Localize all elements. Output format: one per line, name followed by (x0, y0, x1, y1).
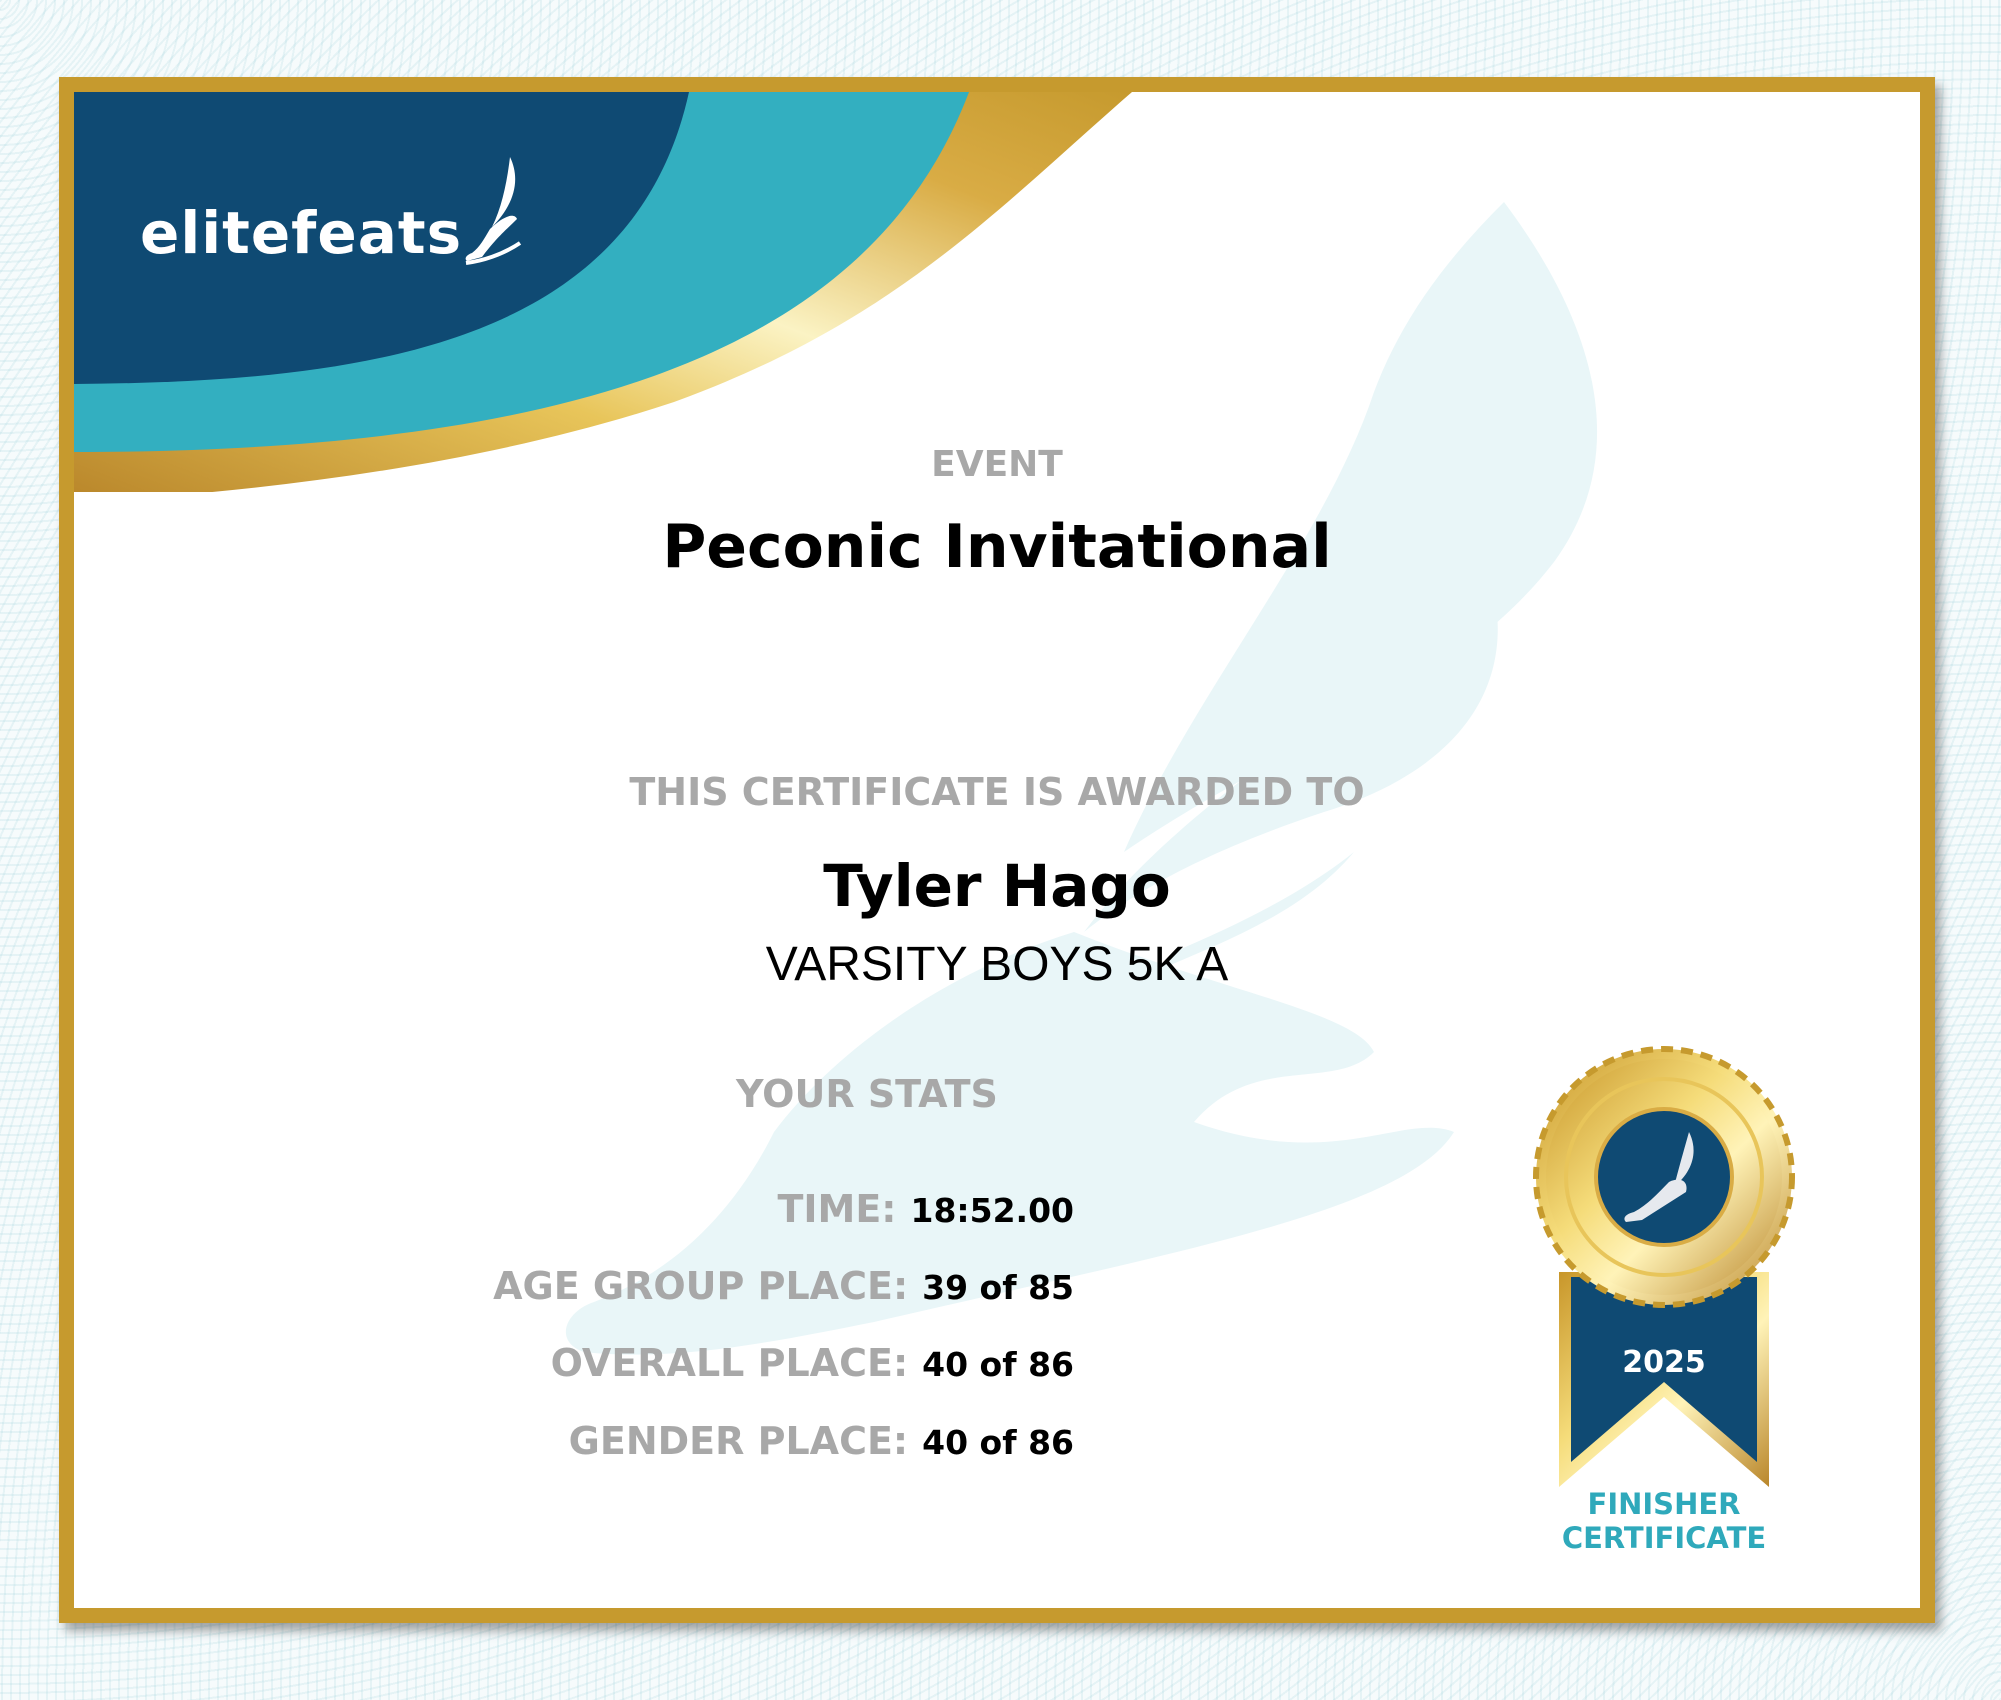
stats-heading: YOUR STATS (736, 1072, 998, 1116)
stat-value: 39 of 85 (922, 1268, 1074, 1307)
stat-label: GENDER PLACE: (568, 1419, 909, 1463)
badge-line2: CERTIFICATE (1561, 1521, 1767, 1555)
header-wave-graphic (74, 92, 1132, 492)
stat-row-overall-place: OVERALL PLACE: 40 of 86 (74, 1341, 1074, 1385)
finisher-certificate-label: FINISHER CERTIFICATE (1514, 1487, 1814, 1555)
stat-value: 40 of 86 (922, 1423, 1074, 1462)
certificate-frame: elitefeats EVENT Peconic Invitational TH… (59, 77, 1935, 1623)
badge-year: 2025 (1622, 1345, 1706, 1380)
stat-label: TIME: (777, 1187, 897, 1231)
badge-line1: FINISHER (1587, 1487, 1741, 1521)
division-name: VARSITY BOYS 5K A (765, 938, 1229, 991)
winged-foot-icon (1624, 1132, 1694, 1222)
finisher-medal-badge: 2025 (1533, 1046, 1795, 1487)
stat-value: 18:52.00 (910, 1191, 1074, 1230)
stat-row-time: TIME: 18:52.00 (74, 1187, 1074, 1231)
event-label: EVENT (931, 444, 1063, 485)
stat-label: AGE GROUP PLACE: (493, 1264, 909, 1308)
logo-text: elitefeats (140, 199, 463, 267)
stat-value: 40 of 86 (922, 1345, 1074, 1384)
event-title: Peconic Invitational (662, 512, 1332, 582)
stat-row-age-group-place: AGE GROUP PLACE: 39 of 85 (74, 1264, 1074, 1308)
stat-row-gender-place: GENDER PLACE: 40 of 86 (74, 1419, 1074, 1463)
awarded-to-label: THIS CERTIFICATE IS AWARDED TO (629, 770, 1365, 814)
recipient-name: Tyler Hago (823, 852, 1171, 920)
winged-foot-logo-icon (465, 157, 522, 265)
elitefeats-logo: elitefeats (140, 157, 522, 267)
winged-foot-watermark-icon (565, 202, 1598, 1355)
stat-label: OVERALL PLACE: (550, 1341, 909, 1385)
